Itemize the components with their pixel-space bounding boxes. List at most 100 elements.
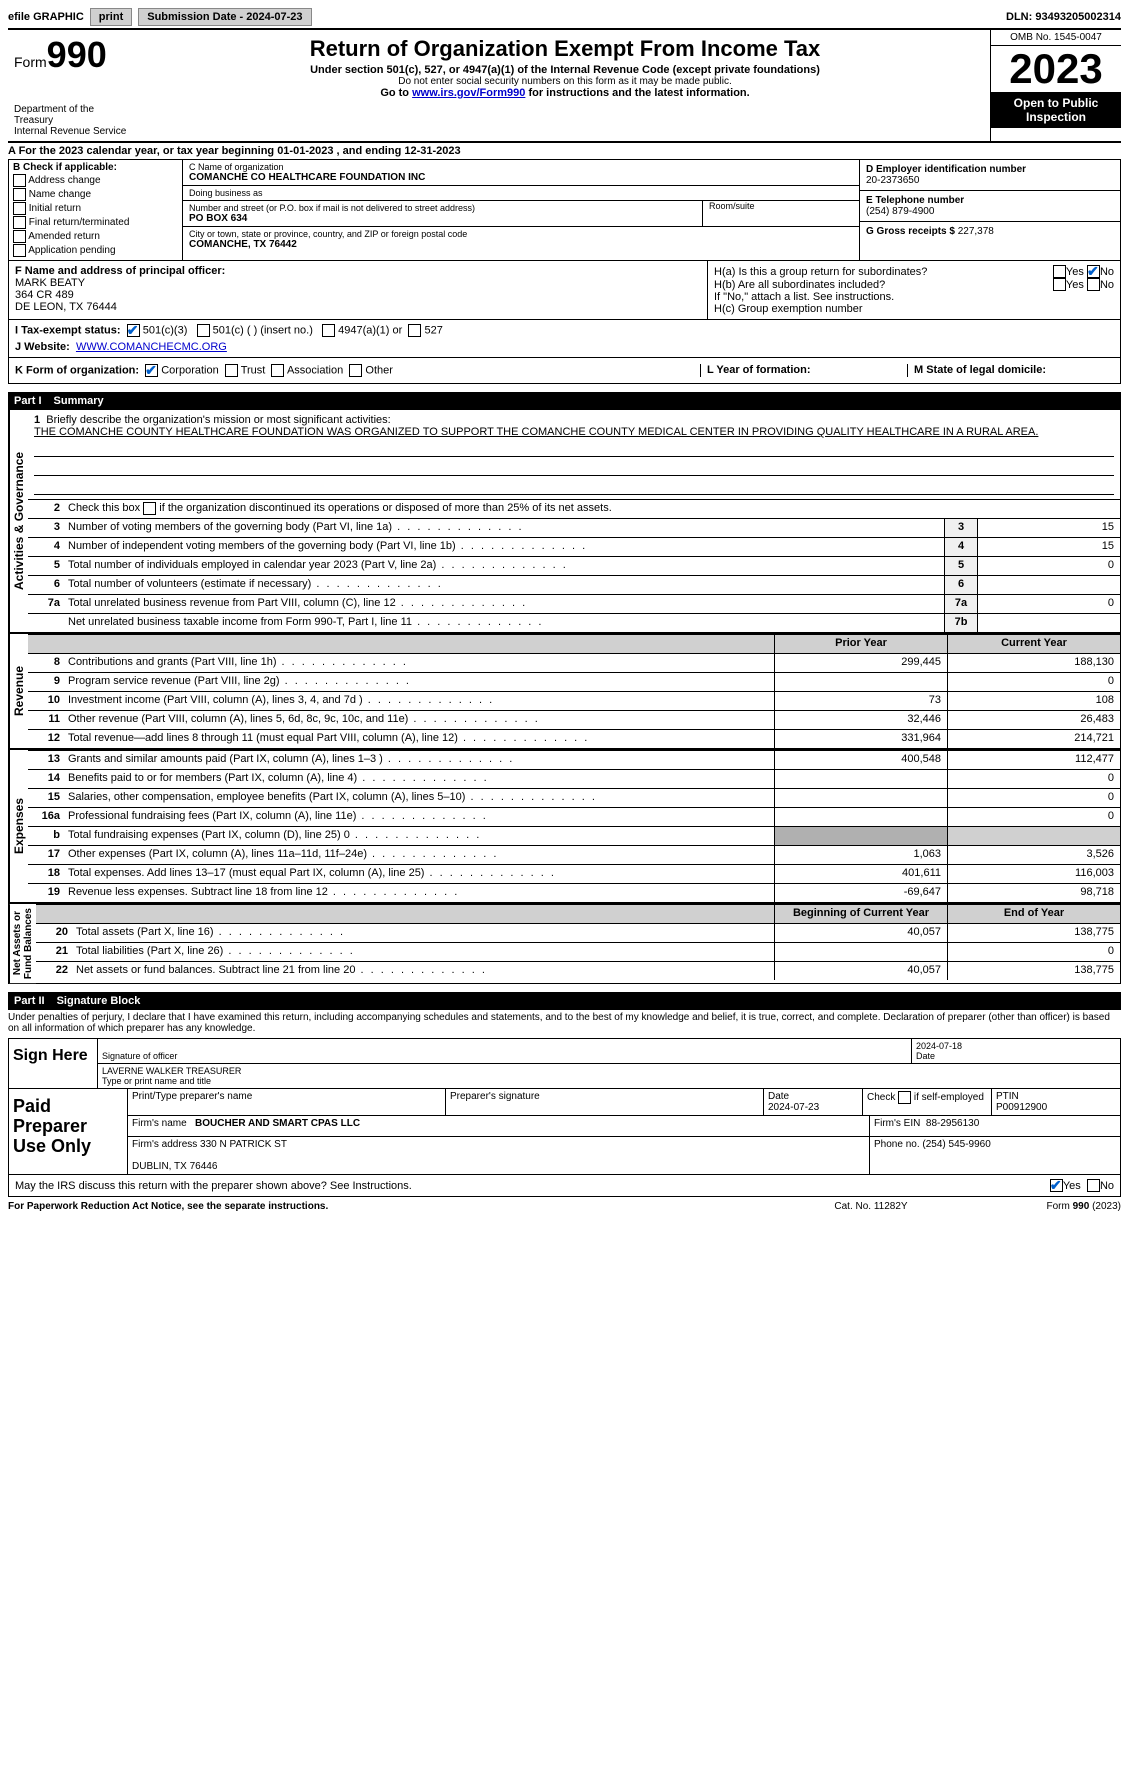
- paid-preparer-label: Paid Preparer Use Only: [9, 1089, 128, 1174]
- website-link[interactable]: WWW.COMANCHECMC.ORG: [76, 341, 227, 353]
- mission-label: Briefly describe the organization's miss…: [46, 414, 390, 426]
- firm-addr-label: Firm's address: [132, 1139, 197, 1150]
- box-f: F Name and address of principal officer:…: [9, 261, 707, 319]
- header-sub1: Under section 501(c), 527, or 4947(a)(1)…: [146, 64, 984, 76]
- lbl-app: Application pending: [28, 245, 115, 256]
- header-sub2: Do not enter social security numbers on …: [146, 76, 984, 87]
- form-word: Form: [14, 54, 47, 70]
- phone: (254) 879-4900: [866, 206, 1114, 217]
- prep-date: 2024-07-23: [768, 1102, 819, 1113]
- room-label: Room/suite: [702, 201, 859, 226]
- chk-527[interactable]: [408, 324, 421, 337]
- summary-row: 16aProfessional fundraising fees (Part I…: [28, 807, 1120, 826]
- lbl-name: Name change: [29, 189, 91, 200]
- lbl-amended: Amended return: [28, 231, 100, 242]
- ha-no[interactable]: [1087, 265, 1100, 278]
- box-b-header: B Check if applicable:: [13, 162, 117, 173]
- mission-text: THE COMANCHE COUNTY HEALTHCARE FOUNDATIO…: [34, 426, 1114, 438]
- dln-label: DLN: 93493205002314: [1006, 11, 1121, 23]
- summary-row: 3Number of voting members of the governi…: [28, 518, 1120, 537]
- submission-date-button[interactable]: Submission Date - 2024-07-23: [138, 8, 311, 26]
- box-b: B Check if applicable: Address change Na…: [9, 160, 183, 260]
- gross-label: G Gross receipts $: [866, 226, 955, 237]
- firm-phone: (254) 545-9960: [922, 1139, 990, 1150]
- goto-post: for instructions and the latest informat…: [525, 87, 749, 99]
- hb-no[interactable]: [1087, 278, 1100, 291]
- gross: 227,378: [958, 226, 994, 237]
- summary-row: Net unrelated business taxable income fr…: [28, 613, 1120, 632]
- summary-row: 21Total liabilities (Part X, line 26)0: [36, 942, 1120, 961]
- hb-yes-lbl: Yes: [1066, 279, 1084, 291]
- box-c: C Name of organization COMANCHE CO HEALT…: [183, 160, 859, 260]
- chk-selfemp[interactable]: [898, 1091, 911, 1104]
- website-label: J Website:: [15, 341, 70, 353]
- lbl-501c: 501(c) ( ) (insert no.): [213, 324, 313, 336]
- form-990: 990: [47, 34, 107, 75]
- hb-yes[interactable]: [1053, 278, 1066, 291]
- vlabel-net: Net Assets or Fund Balances: [9, 904, 36, 983]
- summary-row: 22Net assets or fund balances. Subtract …: [36, 961, 1120, 980]
- sig-name-label: Type or print name and title: [102, 1076, 211, 1086]
- ein-label: D Employer identification number: [866, 164, 1114, 175]
- summary-row: 11Other revenue (Part VIII, column (A), …: [28, 710, 1120, 729]
- officer: MARK BEATY 364 CR 489 DE LEON, TX 76444: [15, 277, 701, 313]
- vlabel-exp: Expenses: [9, 750, 28, 902]
- discuss-yes[interactable]: [1050, 1179, 1063, 1192]
- irs-link[interactable]: www.irs.gov/Form990: [412, 87, 525, 99]
- chk-address[interactable]: [13, 174, 26, 187]
- ha-yes[interactable]: [1053, 265, 1066, 278]
- tax-status-label: I Tax-exempt status:: [15, 324, 121, 336]
- chk-501c3[interactable]: [127, 324, 140, 337]
- public-inspection: Open to Public Inspection: [991, 92, 1121, 128]
- chk-trust[interactable]: [225, 364, 238, 377]
- hc-label: H(c) Group exemption number: [714, 303, 1114, 315]
- summary-row: 6Total number of volunteers (estimate if…: [28, 575, 1120, 594]
- hdr-beginning-year: Beginning of Current Year: [774, 905, 947, 923]
- chk-name[interactable]: [13, 188, 26, 201]
- dba-label: Doing business as: [189, 188, 263, 198]
- sig-name: LAVERNE WALKER TREASURER: [102, 1066, 241, 1076]
- part1-header: Part I Summary: [8, 392, 1121, 410]
- chk-other[interactable]: [349, 364, 362, 377]
- ha-yes-lbl: Yes: [1066, 266, 1084, 278]
- pra-notice: For Paperwork Reduction Act Notice, see …: [8, 1201, 771, 1212]
- discuss-no[interactable]: [1087, 1179, 1100, 1192]
- officer-label: F Name and address of principal officer:: [15, 265, 701, 277]
- mission-block: 1 Briefly describe the organization's mi…: [28, 410, 1120, 499]
- print-button[interactable]: print: [90, 8, 132, 26]
- lbl-initial: Initial return: [29, 203, 81, 214]
- line2-text: Check this box if the organization disco…: [68, 502, 612, 514]
- ein: 20-2373650: [866, 175, 1114, 186]
- lbl-trust: Trust: [241, 364, 266, 376]
- form-title: Return of Organization Exempt From Incom…: [146, 36, 984, 62]
- chk-assoc[interactable]: [271, 364, 284, 377]
- chk-initial[interactable]: [13, 202, 26, 215]
- street: PO BOX 634: [189, 213, 696, 224]
- hb-label: H(b) Are all subordinates included?: [714, 279, 1053, 291]
- discuss-row: May the IRS discuss this return with the…: [8, 1175, 1121, 1197]
- chk-discontinued[interactable]: [143, 502, 156, 515]
- lbl-other: Other: [365, 364, 393, 376]
- hb-no-lbl: No: [1100, 279, 1114, 291]
- summary-row: 9Program service revenue (Part VIII, lin…: [28, 672, 1120, 691]
- box-d: D Employer identification number 20-2373…: [859, 160, 1120, 260]
- chk-amended[interactable]: [13, 230, 26, 243]
- chk-4947[interactable]: [322, 324, 335, 337]
- summary-row: 14Benefits paid to or for members (Part …: [28, 769, 1120, 788]
- street-label: Number and street (or P.O. box if mail i…: [189, 203, 696, 213]
- line-a: A For the 2023 calendar year, or tax yea…: [8, 143, 1121, 159]
- lbl-final: Final return/terminated: [29, 217, 130, 228]
- hdr-current-year: Current Year: [947, 635, 1120, 653]
- chk-501c[interactable]: [197, 324, 210, 337]
- vlabel-gov: Activities & Governance: [9, 410, 28, 632]
- lbl-501c3: 501(c)(3): [143, 324, 188, 336]
- chk-final[interactable]: [13, 216, 26, 229]
- chk-corp[interactable]: [145, 364, 158, 377]
- summary-row: 4Number of independent voting members of…: [28, 537, 1120, 556]
- chk-app[interactable]: [13, 244, 26, 257]
- discuss-no-lbl: No: [1100, 1180, 1114, 1192]
- ptin-label: PTIN: [996, 1091, 1019, 1102]
- prep-date-label: Date: [768, 1091, 789, 1102]
- perjury-text: Under penalties of perjury, I declare th…: [8, 1010, 1121, 1036]
- cat-no: Cat. No. 11282Y: [771, 1201, 971, 1212]
